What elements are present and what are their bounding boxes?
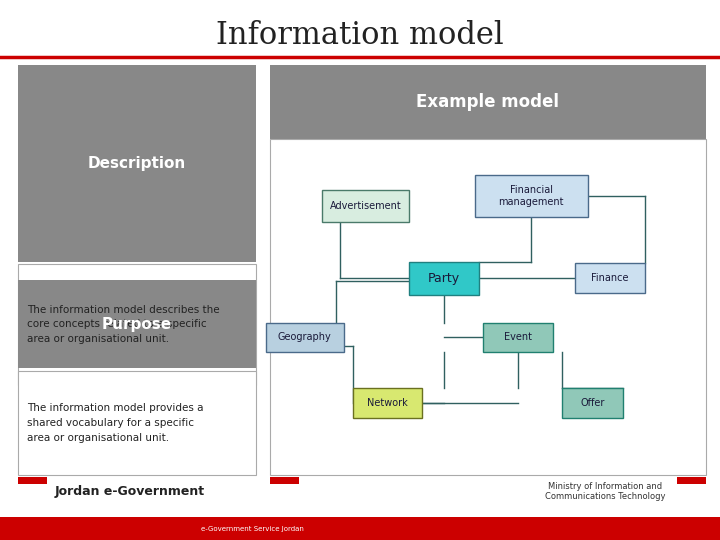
- FancyBboxPatch shape: [483, 322, 553, 352]
- Text: The information model describes the
core concepts related to a specific
area or : The information model describes the core…: [27, 305, 220, 344]
- FancyBboxPatch shape: [270, 65, 706, 139]
- FancyBboxPatch shape: [0, 517, 720, 540]
- FancyBboxPatch shape: [270, 139, 706, 475]
- FancyBboxPatch shape: [266, 322, 344, 352]
- Text: Jordan e-Government: Jordan e-Government: [55, 485, 204, 498]
- Text: Event: Event: [504, 332, 532, 342]
- Text: Finance: Finance: [591, 273, 629, 283]
- Text: Network: Network: [367, 398, 408, 408]
- FancyBboxPatch shape: [18, 280, 256, 368]
- FancyBboxPatch shape: [410, 262, 479, 295]
- FancyBboxPatch shape: [323, 190, 410, 222]
- Text: e-Government Service Jordan: e-Government Service Jordan: [201, 526, 303, 532]
- FancyBboxPatch shape: [18, 370, 256, 475]
- Text: Information model: Information model: [216, 19, 504, 51]
- FancyBboxPatch shape: [575, 264, 644, 293]
- Text: Geography: Geography: [278, 332, 332, 342]
- Text: Financial
management: Financial management: [499, 185, 564, 207]
- Text: Example model: Example model: [416, 93, 559, 111]
- FancyBboxPatch shape: [18, 65, 256, 262]
- Text: Party: Party: [428, 272, 460, 285]
- Text: Offer: Offer: [580, 398, 605, 408]
- FancyBboxPatch shape: [270, 477, 299, 484]
- FancyBboxPatch shape: [18, 477, 47, 484]
- Text: The information model provides a
shared vocabulary for a specific
area or organi: The information model provides a shared …: [27, 403, 203, 443]
- FancyBboxPatch shape: [562, 388, 623, 418]
- FancyBboxPatch shape: [353, 388, 423, 418]
- FancyBboxPatch shape: [474, 175, 588, 218]
- Text: Description: Description: [88, 156, 186, 171]
- FancyBboxPatch shape: [677, 477, 706, 484]
- FancyBboxPatch shape: [18, 264, 256, 385]
- Text: Ministry of Information and
Communications Technology: Ministry of Information and Communicatio…: [544, 482, 665, 501]
- Text: Purpose: Purpose: [102, 317, 172, 332]
- Text: Advertisement: Advertisement: [330, 201, 402, 211]
